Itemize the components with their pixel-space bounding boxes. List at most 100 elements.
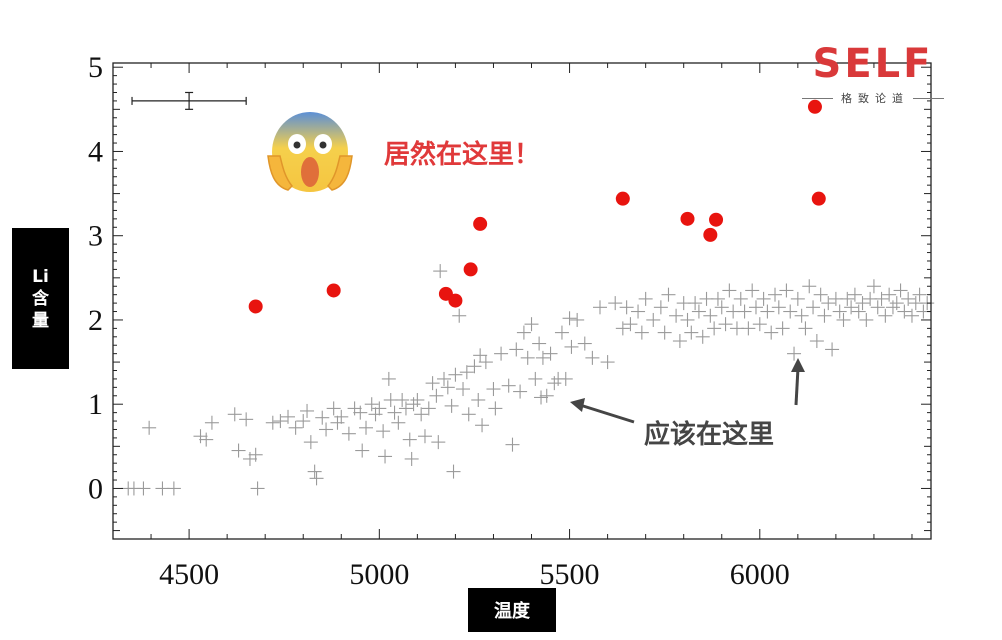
highlight-point <box>703 227 718 242</box>
x-tick-label: 4500 <box>159 558 219 591</box>
plus-point <box>847 287 862 302</box>
plus-point <box>326 401 341 416</box>
plus-point <box>456 382 471 397</box>
plus-point <box>281 409 296 424</box>
x-tick-label: 5500 <box>540 558 600 591</box>
plus-point <box>661 287 676 302</box>
plus-point <box>855 296 870 311</box>
plus-point <box>646 312 661 327</box>
plus-point <box>440 380 455 395</box>
highlight-point <box>680 211 695 226</box>
plus-point <box>768 287 783 302</box>
x-tick-label: 5000 <box>349 558 409 591</box>
plus-point <box>467 359 482 374</box>
plus-point <box>414 407 429 422</box>
plus-point <box>756 291 771 306</box>
plus-point <box>448 367 463 382</box>
logo-rule-right <box>913 97 944 99</box>
y-axis-label-text: Li 含 量 <box>32 266 49 331</box>
plus-point <box>319 422 334 437</box>
plus-point <box>534 390 549 405</box>
plus-point <box>889 296 904 311</box>
plus-point <box>528 371 543 386</box>
plus-point <box>353 405 368 420</box>
plus-point <box>535 350 550 365</box>
plus-point <box>623 317 638 332</box>
plot-area <box>121 91 935 496</box>
plus-point <box>619 300 634 315</box>
axes: 4500 5000 5500 6000 0 1 2 3 4 5 <box>88 51 932 591</box>
plus-point <box>912 287 927 302</box>
plus-point <box>431 435 446 450</box>
plus-point <box>783 304 798 319</box>
plus-point <box>273 414 288 429</box>
plus-point <box>558 371 573 386</box>
y-tick-label: 5 <box>88 51 103 84</box>
plus-point <box>532 336 547 351</box>
plus-point <box>242 451 257 466</box>
plus-point <box>250 481 265 496</box>
plot-frame <box>112 62 932 540</box>
plus-point <box>878 308 893 323</box>
plus-point <box>798 321 813 336</box>
logo: SELF 格致论道 <box>802 42 944 112</box>
plus-point <box>478 355 493 370</box>
plus-point <box>592 300 607 315</box>
plus-point <box>199 432 214 447</box>
annotation-should-be-here: 应该在这里 <box>644 420 775 450</box>
logo-text: SELF <box>812 41 934 87</box>
plus-point <box>376 424 391 439</box>
plus-point <box>817 308 832 323</box>
plus-point <box>368 407 383 422</box>
y-tick-label: 3 <box>88 220 103 253</box>
y-tick-label: 0 <box>88 472 103 505</box>
plus-point <box>193 429 208 444</box>
plus-point <box>741 321 756 336</box>
plus-point <box>710 291 725 306</box>
plus-point <box>564 339 579 354</box>
plus-point <box>547 376 562 391</box>
highlight-point <box>463 262 478 277</box>
plus-point <box>775 321 790 336</box>
plus-point <box>359 420 374 435</box>
plus-point <box>631 304 646 319</box>
plus-point <box>516 325 531 340</box>
plus-point <box>513 384 528 399</box>
highlight-point <box>811 191 826 206</box>
logo-subtitle-row: 格致论道 <box>802 90 944 106</box>
plus-point <box>142 420 157 435</box>
plus-point <box>372 401 387 416</box>
plus-point <box>494 346 509 361</box>
plus-point <box>204 415 219 430</box>
plus-point <box>825 342 840 357</box>
plus-point <box>904 308 919 323</box>
plus-point <box>585 350 600 365</box>
plus-point <box>429 388 444 403</box>
plus-point <box>794 308 809 323</box>
plus-point <box>790 291 805 306</box>
plus-point <box>364 397 379 412</box>
logo-rule-left <box>802 97 833 99</box>
plus-point <box>608 296 623 311</box>
plus-point <box>570 312 585 327</box>
plus-point <box>501 378 516 393</box>
plus-point <box>695 329 710 344</box>
plus-point <box>471 392 486 407</box>
plus-point <box>509 342 524 357</box>
plus-point <box>406 397 421 412</box>
plus-point <box>832 304 847 319</box>
plus-point <box>836 312 851 327</box>
plus-point <box>505 437 520 452</box>
plus-point <box>347 401 362 416</box>
plus-point <box>718 317 733 332</box>
plus-point <box>461 407 476 422</box>
logo-subtitle: 格致论道 <box>841 92 909 105</box>
plus-point <box>288 420 303 435</box>
plus-point <box>391 415 406 430</box>
plus-point <box>296 414 311 429</box>
plus-point <box>446 464 461 479</box>
plus-point <box>764 325 779 340</box>
plus-point <box>437 371 452 386</box>
plus-point <box>779 283 794 298</box>
plus-point <box>486 382 501 397</box>
